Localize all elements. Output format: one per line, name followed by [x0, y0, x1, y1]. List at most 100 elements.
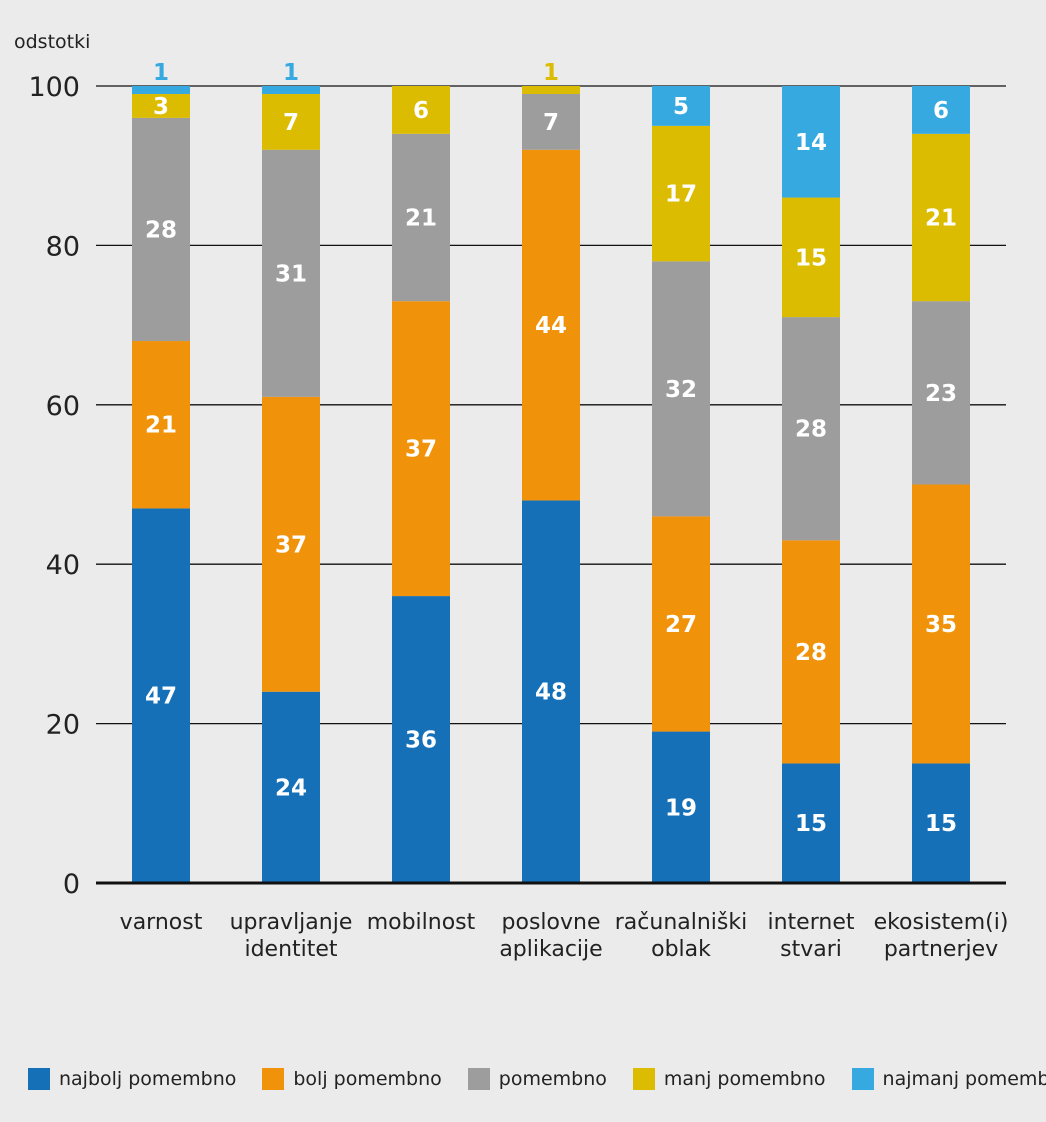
legend-swatch: [851, 1068, 874, 1090]
bar-segment: [912, 86, 970, 134]
value-label: 14: [795, 130, 827, 156]
category-label: identitet: [244, 937, 337, 962]
value-label: 6: [413, 98, 429, 124]
value-label: 47: [145, 684, 177, 710]
category-label: varnost: [120, 910, 203, 935]
value-label: 31: [275, 261, 307, 287]
category-label: poslovne: [502, 910, 601, 935]
bar-segment: [912, 301, 970, 485]
value-label: 15: [795, 811, 827, 837]
bar-segment: [262, 93, 320, 150]
value-label: 44: [535, 313, 567, 339]
legend-label: najbolj pomembno: [59, 1068, 237, 1090]
value-label: 15: [925, 811, 957, 837]
bar-segment: [132, 508, 190, 883]
category-label: oblak: [651, 937, 711, 962]
bar-segment: [782, 763, 840, 883]
value-label: 24: [275, 775, 307, 801]
legend-swatch: [467, 1068, 490, 1090]
value-label: 6: [933, 98, 949, 124]
value-label: 28: [795, 640, 827, 666]
bar-segment: [652, 86, 710, 126]
bar-segment: [132, 341, 190, 509]
bar-segment: [132, 93, 190, 118]
category-label: računalniški: [615, 910, 747, 935]
bar-segment: [522, 86, 580, 94]
y-tick-label: 20: [46, 710, 80, 741]
bar-segment: [912, 763, 970, 883]
bar-segment: [522, 149, 580, 501]
bar-segment: [912, 133, 970, 302]
value-label: 1: [283, 60, 299, 86]
legend-label: pomembno: [498, 1068, 607, 1090]
bar-segment: [912, 484, 970, 764]
category-label: internet: [768, 910, 855, 935]
legend-label: najmanj pomembno: [882, 1068, 1046, 1090]
y-axis-label: odstotki: [14, 31, 90, 53]
value-label: 36: [405, 728, 437, 754]
value-label: 23: [925, 381, 957, 407]
bar-segment: [652, 261, 710, 517]
bar-segment: [522, 93, 580, 150]
bar-segment: [652, 731, 710, 883]
legend-item: najmanj pomembno: [851, 1068, 1046, 1090]
bar-segment: [262, 691, 320, 883]
bar-segment: [782, 86, 840, 198]
legend: najbolj pomembno bolj pomembno pomembno man…: [28, 1068, 1046, 1090]
legend-item: manj pomembno: [632, 1068, 826, 1090]
value-label: 15: [795, 245, 827, 271]
legend-swatch: [262, 1068, 285, 1090]
bar-segment: [392, 86, 450, 134]
value-label: 21: [145, 413, 177, 439]
y-tick-label: 0: [63, 869, 80, 900]
value-label: 37: [275, 532, 307, 558]
bar-segment: [262, 396, 320, 692]
value-label: 32: [665, 377, 697, 403]
bar-segment: [782, 317, 840, 541]
value-label: 17: [665, 182, 697, 208]
value-label: 21: [405, 206, 437, 232]
bar-segment: [782, 540, 840, 764]
bar-segment: [392, 596, 450, 883]
category-label: aplikacije: [499, 937, 602, 962]
bar-segment: [652, 516, 710, 732]
value-label: 3: [153, 94, 169, 120]
value-labels: 4721283124373171363721648447119273217515…: [145, 60, 957, 837]
bar-segment: [522, 500, 580, 883]
value-label: 37: [405, 437, 437, 463]
value-label: 1: [543, 60, 559, 86]
bar-segment: [262, 149, 320, 397]
legend-swatch: [28, 1068, 50, 1090]
value-label: 27: [665, 612, 697, 638]
y-tick-label: 40: [46, 550, 80, 581]
bar-segment: [132, 117, 190, 342]
value-label: 7: [543, 110, 559, 136]
category-label: mobilnost: [367, 910, 476, 935]
bar-segment: [652, 125, 710, 262]
bar-segment: [132, 86, 190, 94]
legend-label: manj pomembno: [663, 1068, 826, 1090]
y-tick-label: 60: [46, 391, 80, 422]
y-tick-label: 100: [28, 72, 80, 103]
bar-segment: [262, 86, 320, 94]
legend-item: najbolj pomembno: [28, 1068, 236, 1090]
value-label: 7: [283, 110, 299, 136]
value-label: 28: [145, 217, 177, 243]
value-label: 5: [673, 94, 689, 120]
y-tick-label: 80: [46, 231, 80, 262]
value-label: 19: [665, 795, 697, 821]
value-label: 35: [925, 612, 957, 638]
category-label: upravljanje: [230, 910, 353, 935]
legend-item: bolj pomembno: [262, 1068, 442, 1090]
bar-segment: [392, 301, 450, 597]
legend-label: bolj pomembno: [293, 1068, 442, 1090]
value-label: 1: [153, 60, 169, 86]
category-label: stvari: [780, 937, 842, 962]
legend-item: pomembno: [467, 1068, 607, 1090]
bar-segment: [782, 197, 840, 318]
category-label: partnerjev: [884, 937, 998, 962]
value-label: 48: [535, 680, 567, 706]
value-label: 28: [795, 417, 827, 443]
